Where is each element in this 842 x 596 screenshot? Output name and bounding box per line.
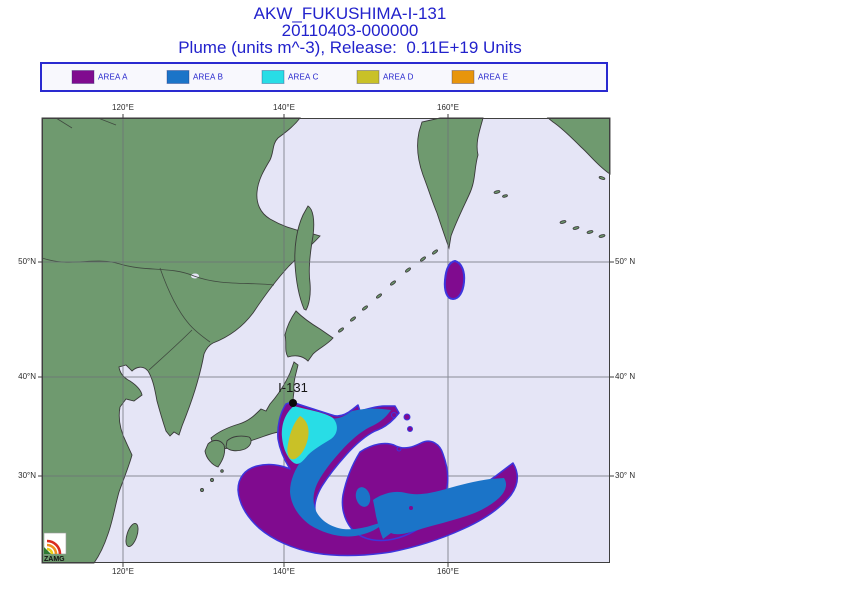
legend-swatch-area-b bbox=[166, 70, 190, 84]
island-taiwan bbox=[125, 523, 139, 547]
axis-label-top-120e: 120°E bbox=[112, 103, 134, 112]
plume-area-b-small-patch bbox=[355, 487, 371, 507]
landmass-northeast-corner bbox=[546, 117, 611, 175]
peninsula-kamchatka bbox=[417, 117, 484, 250]
axis-label-right-50n: 50° N bbox=[615, 257, 636, 266]
legend-item-area-e: AREA E bbox=[451, 70, 509, 84]
zamg-logo-arc-red bbox=[46, 539, 62, 555]
plume-area-a-specks bbox=[391, 412, 413, 452]
legend-item-area-d: AREA D bbox=[356, 70, 414, 84]
legend-item-area-b: AREA B bbox=[166, 70, 224, 84]
axis-label-bottom-120e: 120°E bbox=[112, 567, 134, 576]
source-label: I-131 bbox=[278, 380, 308, 395]
island-kyushu bbox=[204, 439, 226, 468]
plume-area-a-isolated-blob bbox=[443, 260, 466, 300]
axis-ticks bbox=[38, 114, 614, 567]
legend-label-area-b: AREA B bbox=[193, 72, 224, 82]
kuril-islands bbox=[338, 249, 438, 333]
island-sakhalin bbox=[294, 205, 315, 311]
legend-swatch-area-a bbox=[71, 70, 95, 84]
axis-label-top-140e: 140°E bbox=[273, 103, 295, 112]
axis-label-bottom-160e: 160°E bbox=[437, 567, 459, 576]
plume-area-b-east-wedge bbox=[373, 478, 507, 539]
axis-label-bottom-140e: 140°E bbox=[273, 567, 295, 576]
legend-label-area-c: AREA C bbox=[288, 72, 319, 82]
legend-label-area-a: AREA A bbox=[98, 72, 128, 82]
legend-swatch-area-c bbox=[261, 70, 285, 84]
legend-label-area-d: AREA D bbox=[383, 72, 414, 82]
plume-area-d-core bbox=[287, 416, 309, 460]
plot-title-line3: Plume (units m^-3), Release: 0.11E+19 Un… bbox=[178, 38, 522, 57]
zamg-logo-arc-orange bbox=[46, 543, 58, 555]
axis-label-right-30n: 30° N bbox=[615, 471, 636, 480]
zamg-logo-green-wedge bbox=[44, 547, 51, 554]
ryukyu-islands bbox=[200, 469, 224, 492]
plot-title-block: AKW_FUKUSHIMA-I-131 20110403-000000 Plum… bbox=[30, 5, 670, 56]
zamg-logo: ZAMG bbox=[43, 532, 67, 563]
legend-swatch-area-d bbox=[356, 70, 380, 84]
plot-title-line1: AKW_FUKUSHIMA-I-131 bbox=[253, 4, 447, 23]
axis-label-left-40n: 40°N bbox=[18, 372, 36, 381]
source-marker-dot bbox=[289, 399, 297, 407]
axis-label-left-50n: 50°N bbox=[18, 257, 36, 266]
zamg-logo-arc-yellow bbox=[46, 547, 54, 555]
legend-item-area-c: AREA C bbox=[261, 70, 319, 84]
plot-title-line2: 20110403-000000 bbox=[281, 21, 419, 40]
legend: AREA A AREA B AREA C AREA D AREA E bbox=[40, 62, 608, 92]
plume-area-b-group bbox=[290, 407, 507, 539]
bering-islands bbox=[493, 176, 606, 238]
legend-label-area-e: AREA E bbox=[478, 72, 509, 82]
zamg-logo-text: ZAMG bbox=[44, 556, 65, 563]
legend-swatch-area-e bbox=[451, 70, 475, 84]
map-svg: I-131 ZAMG bbox=[38, 114, 614, 567]
plume-area-a-dot-in-wedge bbox=[409, 506, 413, 510]
axis-label-left-30n: 30°N bbox=[18, 471, 36, 480]
axis-label-right-40n: 40° N bbox=[615, 372, 636, 381]
map: I-131 ZAMG bbox=[38, 114, 614, 567]
island-shikoku bbox=[225, 435, 252, 452]
axis-label-top-160e: 160°E bbox=[437, 103, 459, 112]
legend-item-area-a: AREA A bbox=[71, 70, 128, 84]
map-frame bbox=[42, 118, 610, 563]
island-hokkaido bbox=[284, 310, 334, 362]
